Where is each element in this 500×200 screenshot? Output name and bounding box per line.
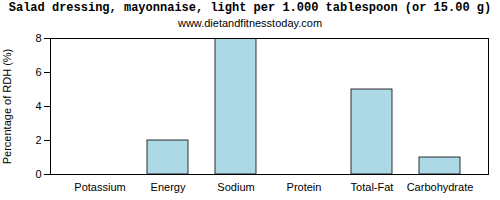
html-text:Salad dressing, mayonnaise, li: Salad dressing, mayonnaise, light per 1.… — [8, 1, 492, 15]
svg-text:Total-Fat: Total-Fat — [351, 181, 394, 193]
svg-text:2: 2 — [35, 134, 41, 146]
html-text:www.dietandfitnesstoday.com: www.dietandfitnesstoday.com — [178, 17, 322, 29]
svg-text:Protein: Protein — [287, 181, 322, 193]
svg-text:Percentage of RDH (%): Percentage of RDH (%) — [1, 49, 13, 165]
svg-text:6: 6 — [35, 66, 41, 78]
svg-text:Energy: Energy — [151, 181, 186, 193]
svg-text:Carbohydrate: Carbohydrate — [407, 181, 474, 193]
svg-text:0: 0 — [35, 168, 41, 180]
svg-text:4: 4 — [35, 100, 41, 112]
svg-text:8: 8 — [35, 32, 41, 44]
svg-text:Potassium: Potassium — [74, 181, 125, 193]
svg-text:Sodium: Sodium — [217, 181, 254, 193]
